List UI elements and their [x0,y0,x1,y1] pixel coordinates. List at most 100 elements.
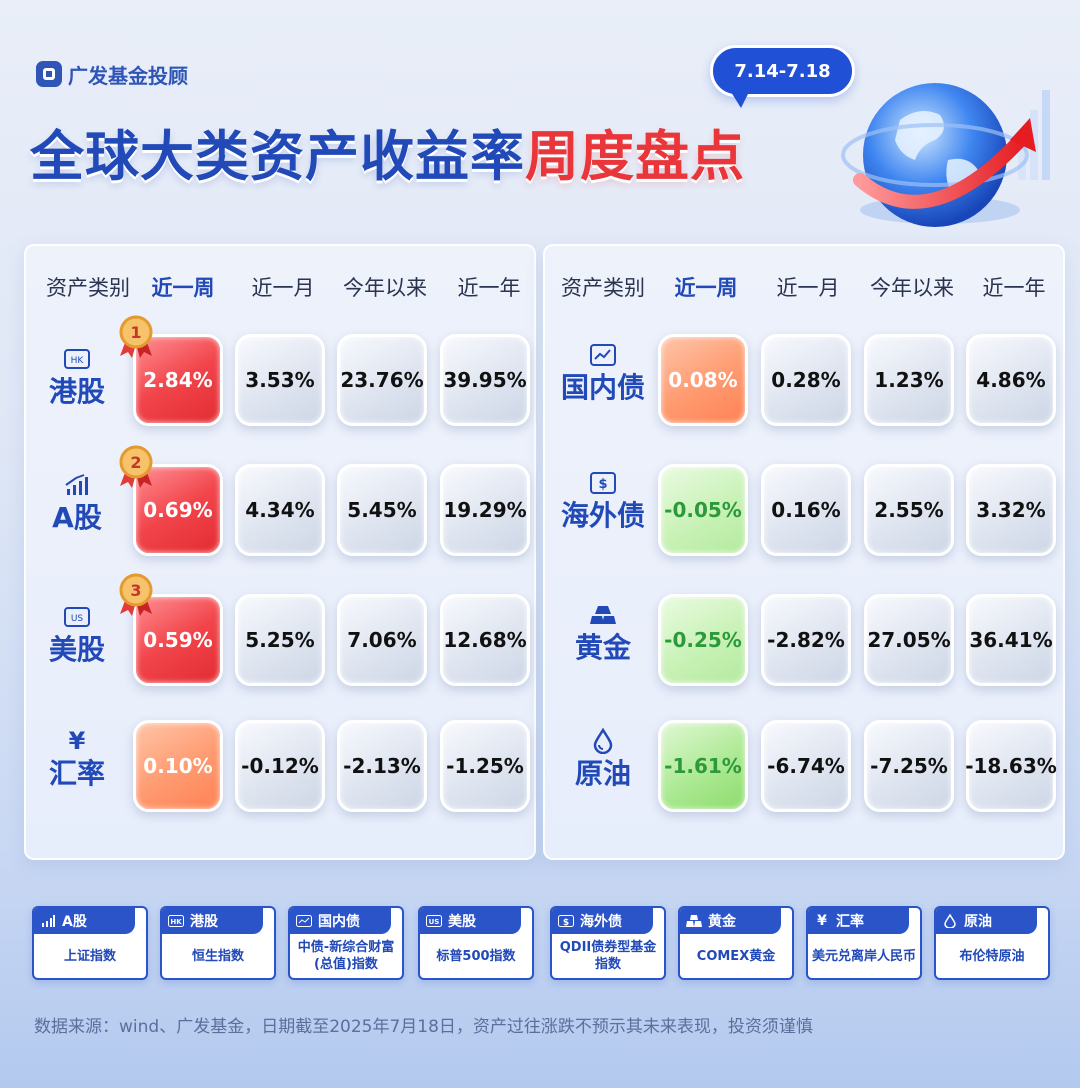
hk-ytd-cell: 23.76% [337,334,427,426]
fx-week-cell: 0.10% [133,720,223,812]
hk-year-cell: 39.95% [440,334,530,426]
legend-label: 美股 [448,914,476,930]
svg-text:US: US [71,614,84,624]
legend-label: 国内债 [318,914,360,930]
globe-illustration [830,40,1060,240]
legend-label: A股 [62,914,87,930]
dollar-card-icon: $ [590,472,616,494]
asset-gold: 黄金 [556,600,650,666]
us-badge-icon: US [64,607,90,627]
legend-label: 港股 [190,914,218,930]
rank-3-medal-icon: 3 [119,573,153,616]
asset-domestic-bonds: 国内债 [556,340,650,406]
asset-label: A股 [52,501,102,534]
header-year: 近一年 [982,276,1046,300]
overseas-bond-week-cell: -0.05% [658,464,748,556]
legend-card-us-stocks: US 美股 标普500指数 [418,906,534,980]
asset-crude-oil: 原油 [556,726,650,792]
us-year-cell: 12.68% [440,594,530,686]
rank-2-medal-icon: 2 [119,445,153,488]
us-month-cell: 5.25% [235,594,325,686]
overseas-bond-year-cell: 3.32% [966,464,1056,556]
asset-label: 美股 [48,633,105,666]
svg-text:2: 2 [130,453,141,472]
gold-ytd-cell: 27.05% [864,594,954,686]
domestic-bond-month-cell: 0.28% [761,334,851,426]
oil-drop-icon [593,728,613,754]
us-badge-icon: US [426,913,442,929]
brand-mark-icon [36,61,62,87]
header-asset-class: 资产类别 [561,276,645,300]
svg-text:HK: HK [170,918,182,926]
overseas-bond-ytd-cell: 2.55% [864,464,954,556]
a-year-cell: 19.29% [440,464,530,556]
asset-label: 原油 [574,757,631,790]
svg-text:US: US [429,918,440,926]
trend-card-icon [296,913,312,929]
page-title: 全球大类资产收益率 周度盘点 [30,112,745,192]
svg-text:1: 1 [130,323,141,342]
header-month: 近一月 [251,276,315,300]
asset-label: 国内债 [560,371,645,404]
legend-label: 汇率 [836,914,864,930]
brand-logo: 广发基金投顾 [36,60,188,88]
a-ytd-cell: 5.45% [337,464,427,556]
domestic-bond-year-cell: 4.86% [966,334,1056,426]
hk-badge-icon: HK [64,349,90,369]
asset-a-shares: A股 [32,470,122,536]
overseas-bond-month-cell: 0.16% [761,464,851,556]
legend-card-crude-oil: 原油 布伦特原油 [934,906,1050,980]
header-asset-class: 资产类别 [46,276,130,300]
svg-text:$: $ [563,918,569,927]
legend-desc: 上证指数 [63,948,116,964]
header-month: 近一月 [776,276,840,300]
oil-week-cell: -1.61% [658,720,748,812]
yen-icon: ¥ [817,913,827,929]
legend-label: 黄金 [708,914,736,930]
fx-month-cell: -0.12% [235,720,325,812]
legend-desc: 布伦特原油 [959,948,1025,964]
legend-desc: 中债-新综合财富(总值)指数 [297,940,395,972]
fx-ytd-cell: -2.13% [337,720,427,812]
legend-desc: 美元兑离岸人民币 [812,948,917,964]
dollar-card-icon: $ [558,913,574,929]
fx-year-cell: -1.25% [440,720,530,812]
legend-label: 海外债 [580,914,622,930]
asset-fx: ¥ 汇率 [32,726,122,792]
header-ytd: 今年以来 [870,276,954,300]
legend-card-hk-stocks: HK 港股 恒生指数 [160,906,276,980]
gold-year-cell: 36.41% [966,594,1056,686]
header-ytd: 今年以来 [343,276,427,300]
legend-card-overseas-bonds: $ 海外债 QDII债券型基金指数 [550,906,666,980]
hk-month-cell: 3.53% [235,334,325,426]
svg-text:3: 3 [130,581,141,600]
domestic-bond-week-cell: 0.08% [658,334,748,426]
legend-desc: 标普500指数 [436,948,516,964]
globe-icon [841,83,1050,227]
domestic-bond-ytd-cell: 1.23% [864,334,954,426]
legend-desc: 恒生指数 [191,948,244,964]
asset-label: 海外债 [560,499,645,532]
gold-month-cell: -2.82% [761,594,851,686]
legend-card-fx: ¥ 汇率 美元兑离岸人民币 [806,906,922,980]
oil-drop-icon [942,913,958,929]
header-week: 近一周 [674,276,738,300]
legend-desc: COMEX黄金 [696,948,776,964]
asset-label: 黄金 [574,631,631,664]
a-week-cell: 0.69% [133,464,223,556]
us-ytd-cell: 7.06% [337,594,427,686]
asset-overseas-bonds: $ 海外债 [556,468,650,534]
hk-badge-icon: HK [168,913,184,929]
legend-card-domestic-bonds: 国内债 中债-新综合财富(总值)指数 [288,906,404,980]
data-source-footnote: 数据来源：wind、广发基金，日期截至2025年7月18日，资产过往涨跌不预示其… [34,1017,813,1037]
header-week: 近一周 [151,276,215,300]
bar-chart-icon [40,913,56,929]
svg-text:HK: HK [71,356,85,366]
legend-label: 原油 [964,914,992,930]
title-part1: 全球大类资产收益率 [30,125,525,188]
a-month-cell: 4.34% [235,464,325,556]
brand-name: 广发基金投顾 [68,63,188,88]
asset-label: 港股 [48,375,105,408]
header-year: 近一年 [457,276,521,300]
rank-1-medal-icon: 1 [119,315,153,358]
